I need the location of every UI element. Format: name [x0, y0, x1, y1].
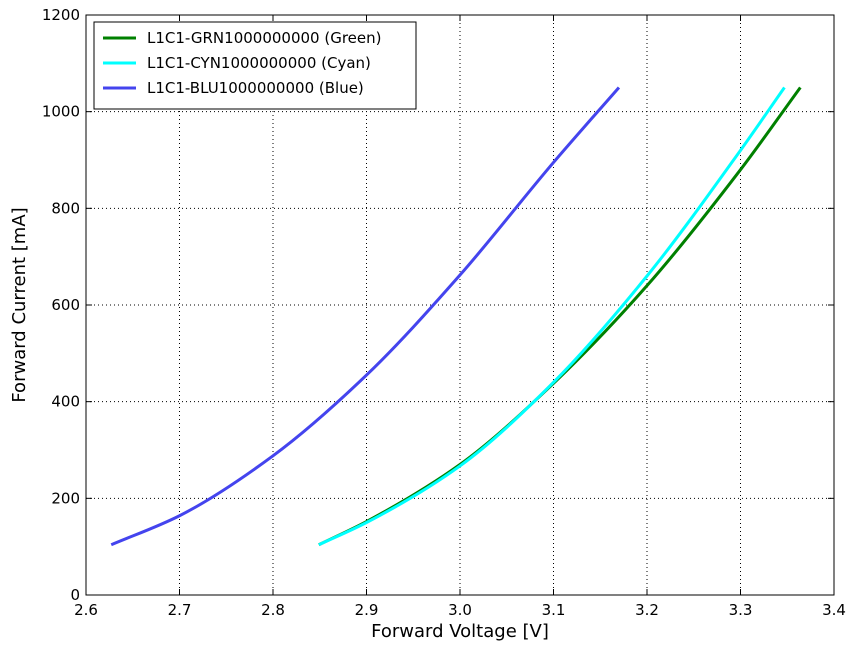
x-tick-label: 3.0 [448, 601, 472, 619]
x-tick-label: 2.8 [261, 601, 285, 619]
x-tick-label: 2.9 [355, 601, 379, 619]
series-group [110, 86, 802, 547]
y-tick-label: 1200 [42, 6, 80, 24]
tick-labels: 2.6 2.7 2.8 2.9 3.0 3.1 3.2 3.3 3.4 0 200 400 600 800… [42, 6, 846, 619]
ticks [85, 14, 835, 596]
legend-label-3: L1C1-BLU1000000000 (Blue) [147, 79, 364, 97]
x-tick-label: 3.3 [729, 601, 753, 619]
legend-label-1: L1C1-GRN1000000000 (Green) [147, 29, 381, 47]
y-axis-label: Forward Current [mA] [9, 207, 30, 402]
y-tick-label: 600 [51, 296, 80, 314]
x-tick-label: 2.7 [168, 601, 192, 619]
series-line-2 [318, 86, 786, 547]
x-tick-label: 2.6 [74, 601, 98, 619]
legend: L1C1-GRN1000000000 (Green) L1C1-CYN100000… [93, 21, 417, 110]
series-line-3 [110, 86, 621, 547]
legend-label-2: L1C1-CYN1000000000 (Cyan) [147, 54, 371, 72]
y-tick-label: 0 [70, 586, 80, 604]
x-axis-label: Forward Voltage [V] [371, 621, 549, 642]
legend-box [93, 21, 417, 110]
y-tick-label: 800 [51, 199, 80, 217]
y-tick-label: 400 [51, 393, 80, 411]
y-tick-label: 1000 [42, 103, 80, 121]
y-tick-label: 200 [51, 489, 80, 507]
x-tick-label: 3.2 [635, 601, 659, 619]
x-tick-label: 3.4 [822, 601, 846, 619]
x-tick-label: 3.1 [542, 601, 566, 619]
